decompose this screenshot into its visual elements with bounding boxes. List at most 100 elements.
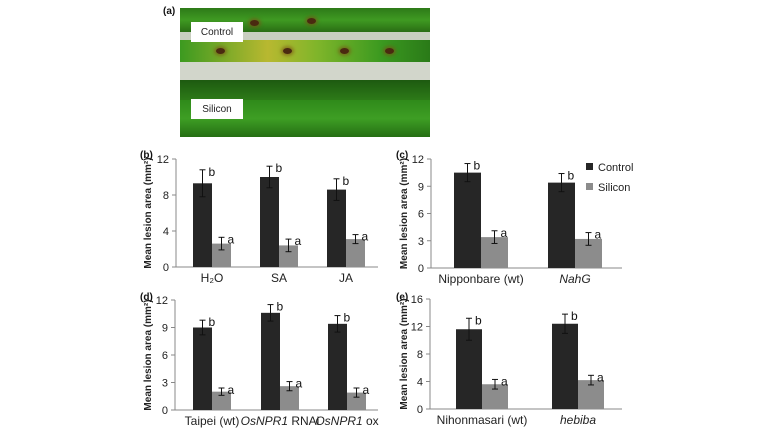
label-segment: JA [339, 271, 353, 285]
lesion [283, 48, 292, 54]
y-tick-label: 4 [163, 226, 169, 238]
panel-label: (e) [396, 292, 408, 303]
significance-letter: b [209, 165, 216, 179]
lesion [216, 48, 225, 54]
significance-letter: b [568, 169, 575, 183]
x-category-label: OsNPR1 ox [315, 414, 378, 428]
bar-silicon [346, 239, 365, 267]
x-category-label: H₂O [201, 271, 224, 285]
control-photo-label: Control [191, 22, 243, 42]
y-tick-label: 6 [162, 350, 168, 362]
y-tick-label: 8 [163, 190, 169, 202]
x-category-label: JA [339, 271, 353, 285]
lesion [250, 20, 259, 26]
bar-control [193, 183, 212, 267]
lesion [340, 48, 349, 54]
bar-silicon [212, 391, 231, 410]
y-axis-label: Mean lesion area (mm²) [399, 158, 410, 269]
panel-label: (c) [396, 150, 408, 161]
significance-letter: b [343, 174, 350, 188]
bar-control [552, 323, 578, 409]
y-axis-label: Mean lesion area (mm²) [399, 298, 410, 409]
significance-letter: a [228, 383, 235, 397]
legend-label-silicon: Silicon [598, 182, 630, 194]
y-axis-label: Mean lesion area (mm²) [143, 299, 154, 410]
label-segment: RNAi [288, 414, 319, 428]
significance-letter: b [209, 315, 216, 329]
y-axis-label: Mean lesion area (mm²) [143, 157, 154, 268]
significance-letter: a [296, 377, 303, 391]
background-strip [180, 32, 430, 40]
leaf-control-2 [180, 40, 430, 62]
significance-letter: a [362, 230, 369, 244]
label-segment: OsNPR1 [241, 414, 288, 428]
significance-letter: b [474, 159, 481, 173]
bar-control [260, 177, 279, 267]
y-tick-label: 0 [162, 405, 168, 417]
silicon-photo-label: Silicon [191, 99, 243, 119]
y-tick-label: 0 [418, 263, 424, 275]
y-tick-label: 9 [418, 181, 424, 193]
y-tick-label: 0 [163, 262, 169, 274]
label-segment: OsNPR1 [315, 414, 362, 428]
y-tick-label: 6 [418, 209, 424, 221]
bar-control [328, 323, 347, 410]
y-tick-label: 4 [417, 377, 423, 389]
x-category-label: hebiba [560, 413, 596, 427]
background-strip [180, 62, 430, 80]
label-segment: ox [363, 414, 379, 428]
panel-label-a: (a) [163, 6, 176, 17]
bar-silicon [212, 243, 231, 267]
significance-letter: a [363, 383, 370, 397]
x-category-label: Taipei (wt) [185, 414, 240, 428]
label-segment: Nipponbare (wt) [438, 272, 523, 286]
significance-letter: a [595, 228, 602, 242]
bar-control [454, 172, 481, 268]
significance-letter: b [277, 300, 284, 314]
significance-letter: b [344, 311, 351, 325]
significance-letter: b [571, 309, 578, 323]
significance-letter: a [295, 234, 302, 248]
lesion [307, 18, 316, 24]
significance-letter: a [501, 226, 508, 240]
significance-letter: a [597, 370, 604, 384]
legend-swatch-silicon [586, 183, 593, 190]
bar-control [261, 312, 280, 410]
panel-label: (d) [140, 292, 153, 303]
bar-silicon [279, 245, 298, 267]
bar-control [193, 327, 212, 410]
label-segment: Taipei (wt) [185, 414, 240, 428]
x-category-label: Nihonmasari (wt) [437, 413, 528, 427]
label-segment: hebiba [560, 413, 596, 427]
legend-label-control: Control [598, 162, 633, 174]
bar-silicon [347, 392, 366, 410]
label-segment: Nihonmasari (wt) [437, 413, 528, 427]
y-tick-label: 8 [417, 349, 423, 361]
y-tick-label: 16 [411, 294, 423, 306]
label-segment: SA [271, 271, 287, 285]
x-category-label: Nipponbare (wt) [438, 272, 523, 286]
y-tick-label: 9 [162, 323, 168, 335]
x-category-label: SA [271, 271, 287, 285]
y-tick-label: 12 [412, 154, 424, 166]
panel-label: (b) [140, 150, 153, 161]
significance-letter: b [475, 313, 482, 327]
x-category-label: OsNPR1 RNAi [241, 414, 320, 428]
y-tick-label: 12 [156, 295, 168, 307]
y-tick-label: 12 [157, 154, 169, 166]
lesion [385, 48, 394, 54]
bar-control [327, 189, 346, 267]
label-segment: H₂O [201, 271, 224, 285]
y-tick-label: 3 [418, 236, 424, 248]
label-segment: NahG [559, 272, 590, 286]
bar-control [548, 182, 575, 268]
legend-swatch-control [586, 163, 593, 170]
y-tick-label: 12 [411, 322, 423, 334]
bar-control [456, 329, 482, 409]
y-tick-label: 3 [162, 378, 168, 390]
